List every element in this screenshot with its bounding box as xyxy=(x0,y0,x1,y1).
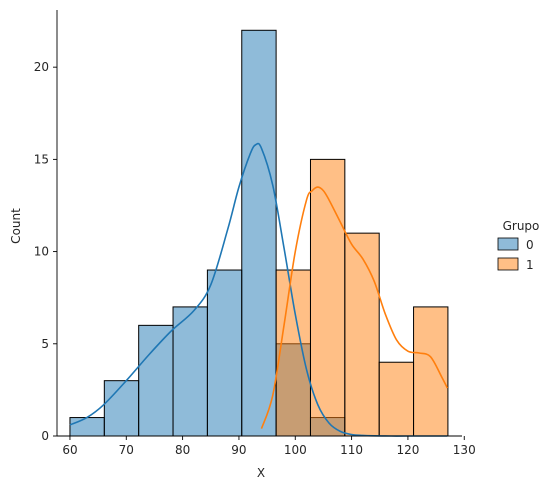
bar-group-0-bin-4 xyxy=(206,269,243,437)
y-tick-label: 5 xyxy=(41,337,49,351)
x-tick-label: 110 xyxy=(340,443,363,457)
bar-group-0-bin-0 xyxy=(69,417,105,437)
x-tick-label: 90 xyxy=(231,443,246,457)
legend: Grupo 0 1 xyxy=(497,219,540,272)
bar-group-1-bin-8 xyxy=(344,232,380,437)
x-tick-label: 100 xyxy=(284,443,307,457)
kde-line-group-1 xyxy=(260,186,449,429)
bar-group-1-bin-6 xyxy=(275,269,311,437)
axes: 60 70 80 90 100 110 120 130 0 5 10 15 20 xyxy=(34,10,476,457)
legend-swatch-group-0 xyxy=(497,237,519,251)
legend-label-group-1: 1 xyxy=(526,258,534,272)
bar-group-1-bin-9 xyxy=(378,361,415,437)
bar-group-0-bin-3 xyxy=(172,306,208,437)
plot-area xyxy=(69,29,449,437)
bar-group-0-bin-5 xyxy=(241,29,277,437)
y-tick-label: 10 xyxy=(34,245,49,259)
y-tick-label: 0 xyxy=(41,429,49,443)
y-tick-label: 15 xyxy=(34,152,49,166)
legend-swatch-group-1 xyxy=(497,257,519,271)
x-tick-label: 120 xyxy=(396,443,419,457)
x-tick-label: 80 xyxy=(175,443,190,457)
bar-group-1-bin-7 xyxy=(309,158,346,437)
y-axis-label: Count xyxy=(9,208,23,244)
legend-title: Grupo xyxy=(503,219,540,233)
x-tick-label: 130 xyxy=(453,443,476,457)
bar-group-0-bin-1 xyxy=(103,380,140,437)
x-tick-label: 70 xyxy=(119,443,134,457)
bar-group-0-bin-2 xyxy=(138,324,174,437)
bar-group-1-bin-10 xyxy=(413,306,449,437)
x-tick-label: 60 xyxy=(62,443,77,457)
x-axis-label: X xyxy=(257,466,265,480)
y-tick-label: 20 xyxy=(34,60,49,74)
legend-label-group-0: 0 xyxy=(526,238,534,252)
